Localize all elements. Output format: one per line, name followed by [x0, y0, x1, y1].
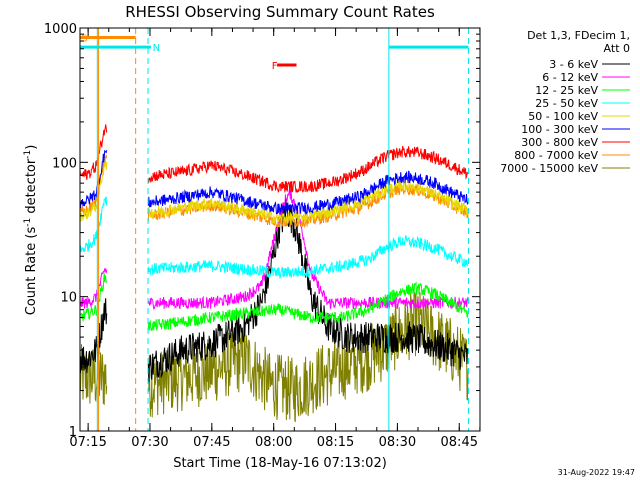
series-line-5-seg-0: [79, 149, 108, 209]
x-tick-label-0: 07:15: [69, 435, 106, 450]
series-line-1-seg-0: [79, 268, 108, 309]
series-line-4-seg-0: [79, 158, 108, 222]
y-axis-title-mid: detector: [24, 158, 39, 218]
series-line-4-seg-1: [147, 179, 469, 225]
legend-label-3: 25 - 50 keV: [535, 97, 598, 110]
legend-label-1: 6 - 12 keV: [542, 71, 598, 84]
y-axis-title: Count Rate (s-1 detector-1): [23, 145, 39, 316]
plot-frame: [79, 27, 481, 432]
legend-label-2: 12 - 25 keV: [535, 84, 598, 97]
legend-label-6: 300 - 800 keV: [521, 136, 598, 149]
footer-timestamp: 31-Aug-2022 19:47: [558, 468, 635, 477]
series-line-1-seg-1: [147, 189, 469, 310]
series-line-8-seg-0: [79, 344, 108, 405]
y-axis-title-sup2: -1: [23, 150, 33, 159]
x-tick-label-3: 08:00: [255, 435, 292, 450]
series-line-2-seg-0: [79, 273, 108, 322]
flag-label-f: F: [272, 61, 278, 72]
x-tick-label-6: 08:45: [441, 435, 478, 450]
marker-layer: S N F: [80, 28, 469, 431]
y-tick-label-1: 10: [60, 291, 77, 306]
y-axis-title-main: Count Rate (s: [24, 227, 39, 316]
series-layer: [79, 124, 469, 423]
chart-title: RHESSI Observing Summary Count Rates: [125, 3, 435, 21]
x-tick-label-2: 07:45: [193, 435, 230, 450]
x-tick-label-4: 08:15: [317, 435, 354, 450]
legend-label-0: 3 - 6 keV: [549, 58, 598, 71]
y-axis-title-end: ): [24, 145, 39, 150]
series-line-0-seg-0: [79, 298, 108, 374]
flag-label-s: S: [81, 33, 87, 44]
series-line-5-seg-1: [147, 170, 469, 216]
x-tick-label-5: 08:30: [379, 435, 416, 450]
series-line-0-seg-1: [147, 198, 469, 382]
tick-layer: 07:15 07:30 07:45 08:00 08:15 08:30 08:45 1 10 10…: [44, 22, 481, 450]
series-line-3-seg-0: [79, 196, 108, 253]
y-tick-label-3: 1000: [44, 22, 77, 37]
legend-label-8: 7000 - 15000 keV: [500, 162, 598, 175]
series-line-6-seg-0: [79, 124, 108, 180]
legend-label-5: 100 - 300 keV: [521, 123, 598, 136]
y-axis-title-sup1: -1: [23, 218, 33, 227]
y-tick-label-2: 100: [52, 156, 77, 171]
series-line-6-seg-1: [147, 145, 469, 193]
legend-header-line-2: Att 0: [604, 42, 630, 55]
y-tick-label-0: 1: [69, 425, 77, 440]
series-line-2-seg-1: [147, 281, 469, 331]
x-tick-label-1: 07:30: [131, 435, 168, 450]
flag-label-n: N: [153, 43, 160, 54]
series-line-8-seg-1: [147, 291, 469, 423]
legend-label-7: 800 - 7000 keV: [514, 149, 598, 162]
legend-label-4: 50 - 100 keV: [528, 110, 598, 123]
series-line-3-seg-1: [147, 235, 469, 279]
legend-header-line-1: Det 1,3, FDecim 1,: [527, 29, 630, 42]
x-axis-title: Start Time (18-May-16 07:13:02): [173, 456, 387, 471]
